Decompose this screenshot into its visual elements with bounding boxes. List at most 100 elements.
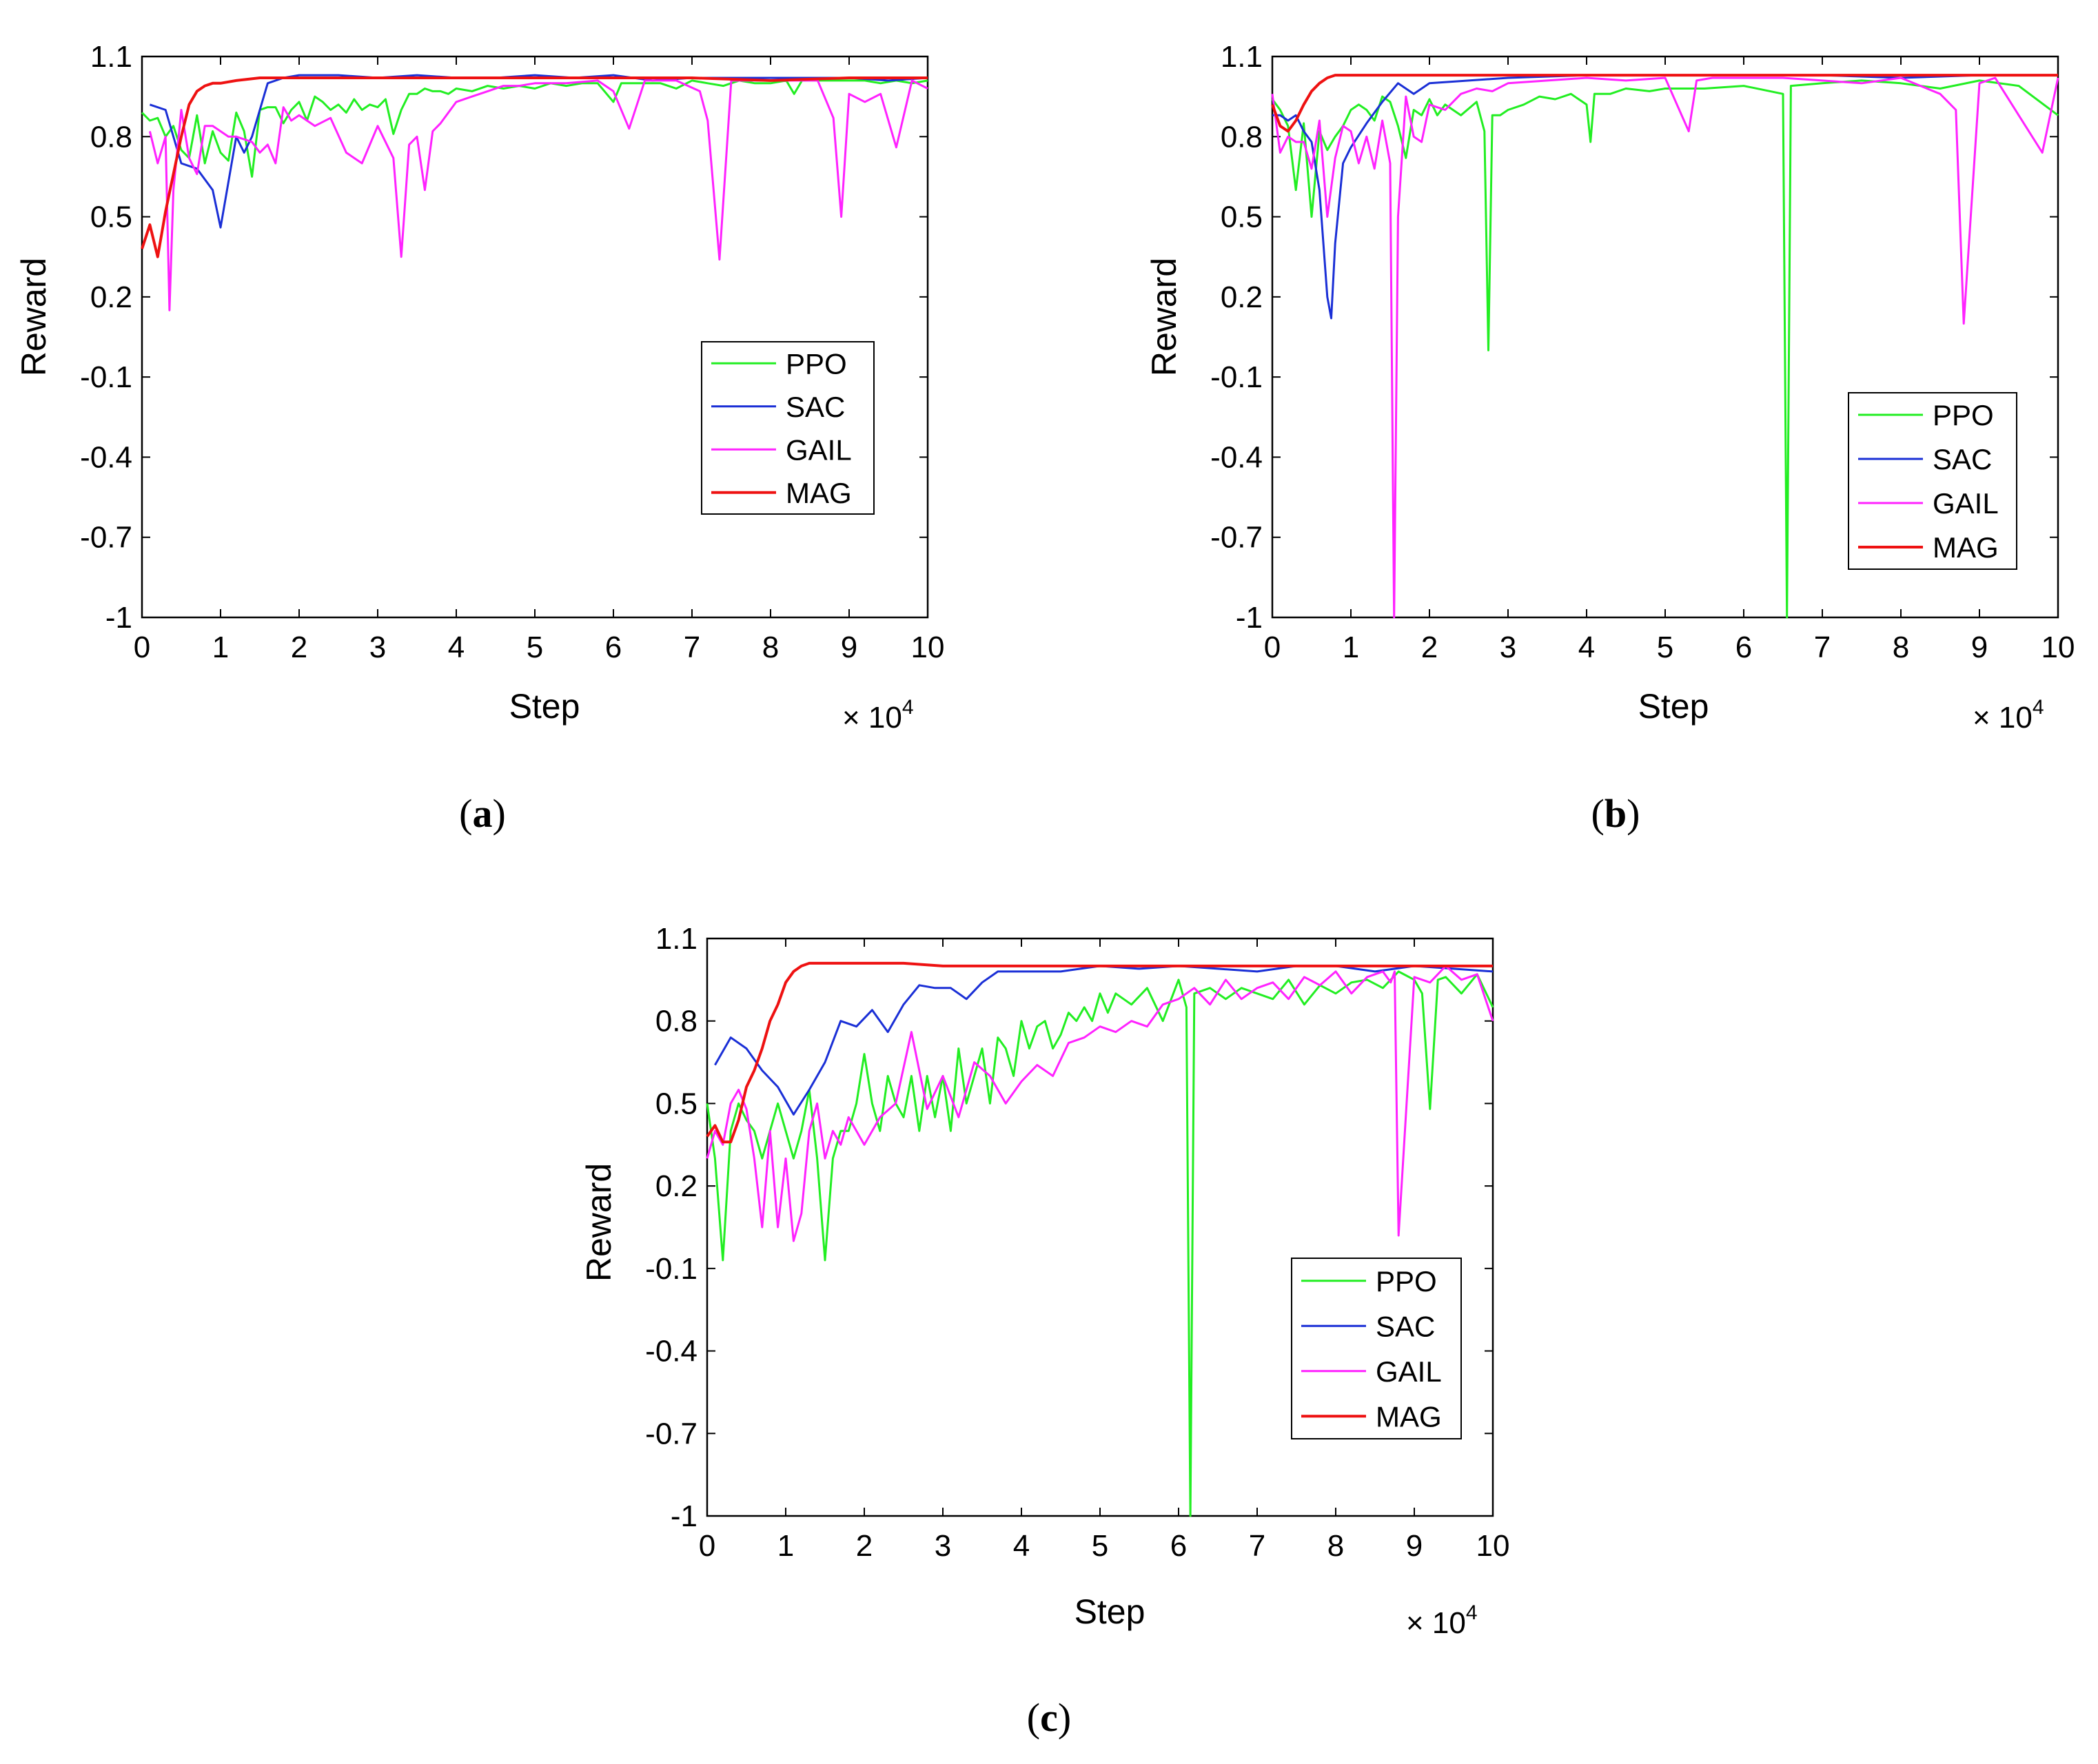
x-multiplier-base: × 10 (1406, 1606, 1466, 1640)
legend-label-sac: SAC (1933, 443, 1992, 475)
panel-label-text: (b) (1591, 791, 1640, 836)
panel-label-open: ( (1027, 1695, 1040, 1740)
panel-label-close: ) (1058, 1695, 1071, 1740)
x-tick-label: 0 (134, 630, 150, 664)
x-tick-label: 3 (1500, 630, 1516, 664)
panel-label: (b) (1591, 791, 1640, 836)
y-tick-label: 0.8 (1221, 120, 1263, 154)
y-axis-title: Reward (14, 258, 53, 376)
legend-label-ppo: PPO (1376, 1265, 1437, 1298)
x-tick-label: 3 (935, 1529, 951, 1563)
y-tick-label: -0.1 (80, 360, 132, 394)
x-multiplier-exponent: 4 (1466, 1601, 1478, 1624)
tick-marks (706, 938, 1494, 1517)
x-multiplier-exponent: 4 (902, 696, 914, 719)
y-tick-labels: -1 -0.7 -0.4 -0.1 0.2 0.5 0.8 1.1 (1210, 40, 1263, 635)
y-axis-title: Reward (580, 1163, 618, 1282)
y-tick-label: 1.1 (1221, 40, 1263, 74)
legend-box (1291, 1258, 1462, 1439)
x-tick-labels: 0 1 2 3 4 5 6 7 8 9 10 (699, 1529, 1510, 1563)
y-tick-labels: -1 -0.7 -0.4 -0.1 0.2 0.5 0.8 1.1 (645, 922, 697, 1533)
series-lines (706, 961, 1494, 1517)
x-tick-label: 1 (777, 1529, 794, 1563)
x-tick-label: 4 (1013, 1529, 1030, 1563)
x-tick-label: 1 (212, 630, 229, 664)
y-tick-label: 0.2 (655, 1169, 697, 1203)
x-tick-label: 9 (841, 630, 857, 664)
panel-label-text: (a) (459, 791, 506, 836)
y-tick-label: -0.7 (1210, 521, 1263, 555)
tick-marks (1272, 56, 2059, 618)
legend-label-gail: GAIL (1376, 1355, 1442, 1388)
x-multiplier-exponent: 4 (2033, 696, 2044, 719)
panel-label-open: ( (459, 791, 472, 836)
x-tick-label: 10 (911, 630, 945, 664)
series-line-mag (706, 961, 1493, 1144)
panel-label-letter: b (1605, 791, 1627, 836)
y-tick-label: 0.5 (655, 1087, 697, 1120)
chart-panel-a: -1-0.7-0.4-0.10.20.50.81.1 0 1 2 3 4 5 6 7 8 9 10 … (14, 40, 944, 836)
x-tick-label: 6 (605, 630, 622, 664)
x-multiplier: × 104 (1973, 696, 2044, 735)
y-tick-label: -0.4 (80, 440, 132, 474)
x-tick-label: 5 (527, 630, 543, 664)
y-tick-label: 0.5 (1221, 201, 1263, 234)
series-line-ppo (1271, 79, 2059, 619)
x-multiplier-base: × 10 (1973, 701, 2033, 735)
legend-label-ppo: PPO (786, 347, 847, 380)
x-tick-label: 5 (1092, 1529, 1108, 1563)
y-tick-label: -1 (105, 601, 132, 635)
x-tick-label: 7 (684, 630, 700, 664)
x-tick-label: 2 (856, 1529, 873, 1563)
series-line-gail (1271, 76, 2059, 619)
legend-label-sac: SAC (1376, 1310, 1435, 1342)
x-axis-title: Step (509, 687, 580, 726)
series-line-mag (1271, 74, 2058, 133)
x-multiplier-base: × 10 (842, 701, 902, 735)
series-lines (141, 74, 928, 311)
y-tick-label: 1.1 (90, 40, 132, 74)
x-tick-label: 10 (1476, 1529, 1510, 1563)
x-tick-label: 3 (369, 630, 386, 664)
y-tick-label: -0.7 (645, 1417, 697, 1450)
panel-label-close: ) (1627, 791, 1640, 836)
panel-label-close: ) (493, 791, 506, 836)
panel-label-open: ( (1591, 791, 1605, 836)
x-tick-label: 9 (1406, 1529, 1423, 1563)
plot-frame (141, 55, 929, 619)
panel-label-letter: a (473, 791, 493, 836)
x-tick-label: 10 (2041, 630, 2075, 664)
series-line-mag (141, 76, 928, 258)
x-tick-label: 9 (1971, 630, 1988, 664)
legend-label-mag: MAG (786, 477, 852, 509)
legend: PPO SAC GAIL MAG (1291, 1258, 1462, 1439)
x-tick-label: 4 (1578, 630, 1595, 664)
y-tick-label: -0.1 (645, 1252, 697, 1286)
y-axis-title: Reward (1145, 258, 1183, 376)
chart-panel-b: -1-0.7-0.4-0.10.20.50.81.1 0 1 2 3 4 5 6 7 8 9 10 … (1145, 40, 2075, 836)
legend-label-gail: GAIL (1933, 487, 1999, 520)
chart-panel-c: -1-0.7-0.4-0.10.20.50.81.1 0 1 2 3 4 5 6 7 8 9 10 … (580, 922, 1509, 1740)
series-line-sac (149, 74, 928, 229)
x-tick-label: 6 (1170, 1529, 1187, 1563)
series-line-ppo (141, 79, 928, 178)
y-tick-label: -0.4 (645, 1335, 697, 1368)
legend-label-gail: GAIL (786, 433, 852, 466)
y-tick-labels: -1 -0.7 -0.4 -0.1 0.2 0.5 0.8 1.1 (80, 40, 132, 635)
x-tick-label: 8 (1327, 1529, 1344, 1563)
x-multiplier: × 104 (1406, 1601, 1478, 1640)
x-tick-label: 2 (1421, 630, 1438, 664)
x-tick-label: 8 (1893, 630, 1909, 664)
x-tick-label: 7 (1249, 1529, 1265, 1563)
panel-label: (a) (459, 791, 506, 836)
x-tick-labels: 0 1 2 3 4 5 6 7 8 9 10 (134, 630, 945, 664)
x-tick-label: 1 (1343, 630, 1359, 664)
y-tick-label: 0.2 (90, 280, 132, 314)
series-line-gail (706, 965, 1494, 1242)
x-axis-title: Step (1638, 687, 1709, 726)
y-tick-label: -0.4 (1210, 440, 1263, 474)
x-axis-title: Step (1075, 1592, 1145, 1631)
x-tick-label: 5 (1657, 630, 1673, 664)
legend: PPO SAC GAIL MAG (1848, 392, 2017, 570)
